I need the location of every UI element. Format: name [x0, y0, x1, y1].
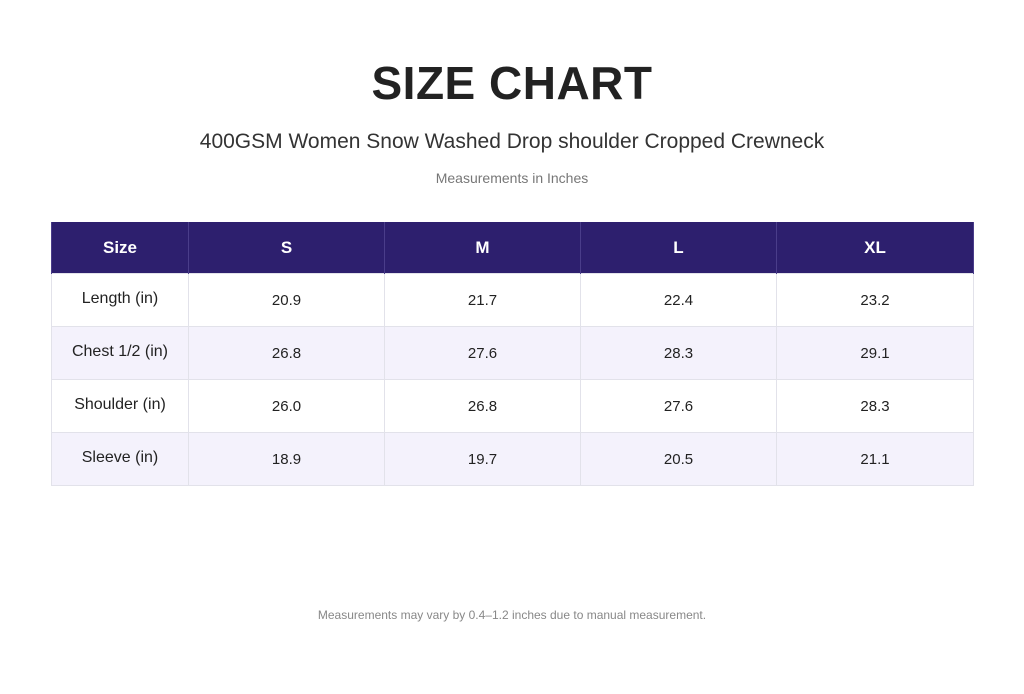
page-title: SIZE CHART — [371, 57, 653, 109]
header-cell-size: Size — [51, 222, 189, 274]
measurement-footnote: Measurements may vary by 0.4–1.2 inches … — [317, 608, 707, 622]
table-cell: 20.5 — [580, 432, 777, 486]
table-header-row: Size S M L XL — [51, 222, 974, 274]
header-cell-s: S — [188, 222, 385, 274]
row-label: Length (in) — [51, 273, 189, 327]
table-row: Length (in) 20.9 21.7 22.4 23.2 — [51, 273, 974, 327]
row-label: Sleeve (in) — [51, 432, 189, 486]
table-cell: 20.9 — [188, 273, 385, 327]
table-cell: 19.7 — [384, 432, 581, 486]
table-row: Sleeve (in) 18.9 19.7 20.5 21.1 — [51, 432, 974, 486]
units-note: Measurements in Inches — [435, 170, 589, 186]
size-table: Size S M L XL Length (in) 20.9 21.7 22.4… — [51, 222, 974, 486]
header-cell-m: M — [384, 222, 581, 274]
table-cell: 23.2 — [776, 273, 974, 327]
product-subtitle: 400GSM Women Snow Washed Drop shoulder C… — [199, 130, 825, 153]
table-row: Chest 1/2 (in) 26.8 27.6 28.3 29.1 — [51, 326, 974, 380]
row-label: Shoulder (in) — [51, 379, 189, 433]
row-label: Chest 1/2 (in) — [51, 326, 189, 380]
header-cell-l: L — [580, 222, 777, 274]
table-cell: 29.1 — [776, 326, 974, 380]
table-cell: 21.7 — [384, 273, 581, 327]
table-cell: 28.3 — [776, 379, 974, 433]
table-cell: 22.4 — [580, 273, 777, 327]
table-cell: 18.9 — [188, 432, 385, 486]
table-cell: 26.0 — [188, 379, 385, 433]
table-cell: 21.1 — [776, 432, 974, 486]
table-cell: 27.6 — [580, 379, 777, 433]
table-cell: 26.8 — [384, 379, 581, 433]
header-cell-xl: XL — [776, 222, 974, 274]
table-cell: 27.6 — [384, 326, 581, 380]
table-row: Shoulder (in) 26.0 26.8 27.6 28.3 — [51, 379, 974, 433]
table-cell: 28.3 — [580, 326, 777, 380]
table-cell: 26.8 — [188, 326, 385, 380]
